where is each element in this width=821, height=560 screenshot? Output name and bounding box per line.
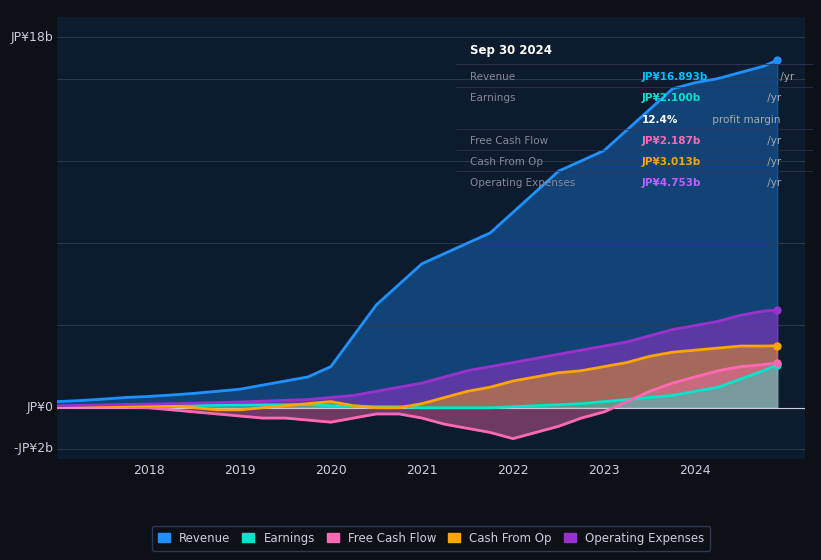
Text: JP¥18b: JP¥18b	[11, 31, 53, 44]
Text: JP¥2.187b: JP¥2.187b	[641, 136, 701, 146]
Text: /yr: /yr	[764, 94, 781, 103]
Text: /yr: /yr	[764, 178, 781, 188]
Text: profit margin: profit margin	[709, 114, 781, 124]
Text: JP¥2.100b: JP¥2.100b	[641, 94, 700, 103]
Text: Free Cash Flow: Free Cash Flow	[470, 136, 548, 146]
Text: Operating Expenses: Operating Expenses	[470, 178, 576, 188]
Text: JP¥16.893b: JP¥16.893b	[641, 72, 708, 82]
Text: /yr: /yr	[764, 136, 781, 146]
Text: Sep 30 2024: Sep 30 2024	[470, 44, 552, 58]
Text: /yr: /yr	[777, 72, 795, 82]
Text: JP¥4.753b: JP¥4.753b	[641, 178, 701, 188]
Text: 12.4%: 12.4%	[641, 114, 678, 124]
Text: Cash From Op: Cash From Op	[470, 157, 543, 167]
Legend: Revenue, Earnings, Free Cash Flow, Cash From Op, Operating Expenses: Revenue, Earnings, Free Cash Flow, Cash …	[152, 526, 710, 550]
Text: Revenue: Revenue	[470, 72, 515, 82]
Text: JP¥3.013b: JP¥3.013b	[641, 157, 700, 167]
Text: -JP¥2b: -JP¥2b	[14, 442, 53, 455]
Text: /yr: /yr	[764, 157, 781, 167]
Text: Earnings: Earnings	[470, 94, 516, 103]
Text: JP¥0: JP¥0	[27, 402, 53, 414]
